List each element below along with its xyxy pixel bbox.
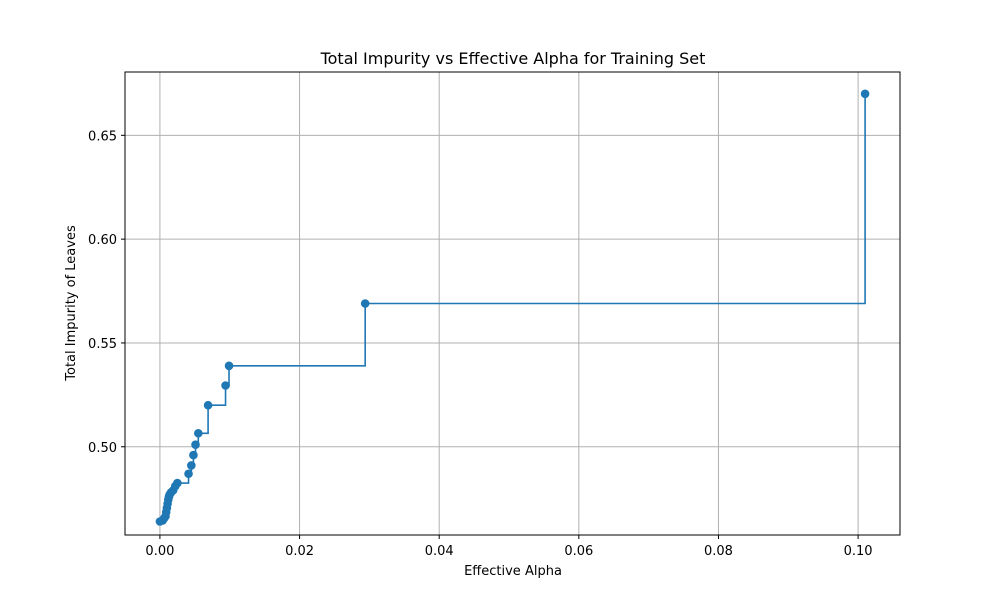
series-layer	[155, 89, 870, 526]
y-tick-label: 0.55	[88, 337, 117, 352]
y-axis-label: Total Impurity of Leaves	[64, 225, 79, 382]
plot-frame	[124, 71, 901, 536]
data-point	[189, 450, 198, 460]
chart-title: Total Impurity vs Effective Alpha for Tr…	[320, 49, 706, 68]
series-step-line	[159, 93, 866, 523]
y-tick-label: 0.65	[88, 129, 117, 144]
data-point	[184, 469, 193, 479]
x-axis-label: Effective Alpha	[464, 564, 562, 579]
data-point	[860, 89, 870, 99]
data-point	[360, 299, 370, 308]
data-point	[194, 428, 203, 438]
data-point	[187, 461, 196, 470]
x-axis: 0.00 0.02 0.04 0.06 0.08 0.10	[145, 535, 873, 559]
x-tick-label: 0.02	[285, 544, 314, 559]
data-point	[203, 400, 213, 410]
x-tick-label: 0.04	[425, 544, 454, 559]
x-tick-label: 0.08	[704, 544, 733, 559]
y-tick-label: 0.60	[88, 233, 117, 248]
data-point	[191, 440, 200, 449]
x-tick-label: 0.10	[844, 544, 873, 559]
data-point	[221, 381, 230, 390]
data-point	[173, 478, 182, 488]
y-axis: 0.50 0.55 0.60 0.65	[88, 129, 125, 456]
y-tick-label: 0.50	[88, 441, 117, 456]
x-tick-label: 0.00	[145, 544, 174, 559]
data-point	[224, 361, 234, 371]
x-tick-label: 0.06	[564, 544, 593, 559]
